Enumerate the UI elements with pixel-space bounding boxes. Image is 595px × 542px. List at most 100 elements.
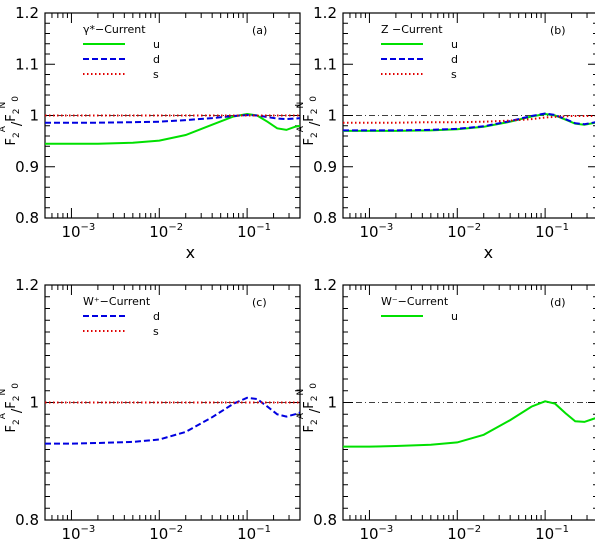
x-tick-exponent: −1 [554, 524, 569, 535]
y-axis-title: F2A/F2N0 [0, 383, 25, 433]
y-title-part: F [4, 138, 19, 145]
x-tick-base: 10 [447, 223, 466, 241]
y-tick-label: 1 [29, 107, 39, 125]
y-tick-label: 1.1 [313, 55, 337, 73]
x-tick-exponent: −2 [168, 524, 183, 535]
legend-label-s: s [153, 325, 159, 338]
x-tick-label: 10−1 [535, 222, 569, 241]
y-title-part: A [296, 412, 306, 419]
legend-title: W⁺−Current [83, 295, 151, 308]
y-title-part: F [302, 114, 317, 121]
panel-c: 10−310−210−10.811.2xF2A/F2N0W⁺−Currentds… [0, 276, 301, 542]
y-title-part: A [0, 125, 8, 132]
y-axis-title-text: F2A/F2N0 [296, 383, 323, 433]
y-title-part: 0 [11, 383, 21, 389]
series-line-s [343, 115, 595, 124]
panel-d: 10−310−210−10.811.2xF2A/F2N0W⁻−Currentu(… [296, 276, 595, 542]
y-tick-label: 1 [327, 394, 337, 412]
x-tick-exponent: −2 [168, 222, 183, 233]
x-tick-label: 10−1 [535, 524, 569, 542]
panel-label: (a) [252, 24, 267, 37]
x-tick-exponent: −2 [466, 222, 481, 233]
y-tick-label: 1 [29, 394, 39, 412]
x-tick-exponent: −1 [256, 524, 271, 535]
y-title-part: / [308, 121, 323, 126]
x-tick-base: 10 [359, 223, 378, 241]
y-title-part: 0 [309, 383, 319, 389]
y-axis-title-text: F2A/F2N0 [296, 96, 323, 146]
y-title-part: 2 [310, 132, 320, 138]
y-tick-label: 0.8 [15, 511, 39, 529]
y-tick-label: 0.8 [313, 511, 337, 529]
y-axis-title: F2A/F2N0 [296, 383, 323, 433]
y-axis-title: F2A/F2N0 [0, 96, 25, 146]
y-axis-title: F2A/F2N0 [296, 96, 323, 146]
y-tick-label: 1.2 [313, 4, 337, 22]
y-tick-label: 1.2 [15, 4, 39, 22]
y-title-part: 2 [310, 396, 320, 402]
x-tick-base: 10 [61, 223, 80, 241]
x-tick-exponent: −1 [256, 222, 271, 233]
x-tick-exponent: −3 [81, 524, 96, 535]
legend-title: Z −Current [381, 23, 443, 36]
y-tick-label: 1.2 [15, 276, 39, 294]
legend-title: W⁻−Current [381, 295, 449, 308]
y-title-part: / [10, 408, 25, 413]
y-title-part: 2 [12, 419, 22, 425]
legend-label-u: u [153, 38, 160, 51]
y-title-part: 2 [310, 419, 320, 425]
y-tick-label: 1.2 [313, 276, 337, 294]
x-tick-label: 10−3 [61, 524, 95, 542]
x-tick-exponent: −3 [81, 222, 96, 233]
series-line-d [343, 112, 595, 132]
x-tick-base: 10 [237, 223, 256, 241]
x-tick-exponent: −1 [554, 222, 569, 233]
legend-title: γ*−Current [83, 23, 146, 36]
legend-label-d: d [153, 310, 160, 323]
x-tick-base: 10 [535, 223, 554, 241]
y-tick-label: 0.8 [313, 209, 337, 227]
series-line-u [45, 112, 300, 145]
y-title-part: 2 [12, 132, 22, 138]
y-title-part: A [296, 125, 306, 132]
x-tick-label: 10−2 [447, 524, 481, 542]
y-title-part: F [302, 401, 317, 408]
panel-label: (c) [252, 296, 267, 309]
y-axis-title-text: F2A/F2N0 [0, 383, 25, 433]
x-tick-label: 10−2 [149, 222, 183, 241]
y-title-part: F [4, 425, 19, 432]
y-title-part: F [4, 401, 19, 408]
y-tick-label: 1 [327, 107, 337, 125]
series-line-d [45, 396, 300, 445]
y-title-part: F [302, 425, 317, 432]
x-tick-label: 10−2 [149, 524, 183, 542]
y-title-part: N [0, 389, 8, 396]
y-tick-label: 1.1 [15, 55, 39, 73]
y-title-part: N [296, 102, 306, 109]
x-tick-base: 10 [149, 223, 168, 241]
y-title-part: F [4, 114, 19, 121]
x-axis-title: x [186, 243, 195, 262]
y-title-part: N [296, 389, 306, 396]
series-line-u [343, 400, 595, 448]
legend-label-u: u [451, 38, 458, 51]
x-tick-label: 10−2 [447, 222, 481, 241]
y-title-part: N [0, 102, 8, 109]
x-tick-exponent: −3 [379, 222, 394, 233]
y-title-part: 0 [11, 96, 21, 102]
x-tick-label: 10−1 [237, 524, 271, 542]
x-tick-base: 10 [61, 525, 80, 542]
legend-label-s: s [451, 68, 457, 81]
x-tick-label: 10−3 [359, 524, 393, 542]
x-tick-base: 10 [237, 525, 256, 542]
legend-label-d: d [451, 53, 458, 66]
y-title-part: / [308, 408, 323, 413]
y-title-part: A [0, 412, 8, 419]
x-tick-base: 10 [149, 525, 168, 542]
x-axis-title: x [484, 243, 493, 262]
x-tick-exponent: −3 [379, 524, 394, 535]
y-title-part: F [302, 138, 317, 145]
x-tick-label: 10−1 [237, 222, 271, 241]
